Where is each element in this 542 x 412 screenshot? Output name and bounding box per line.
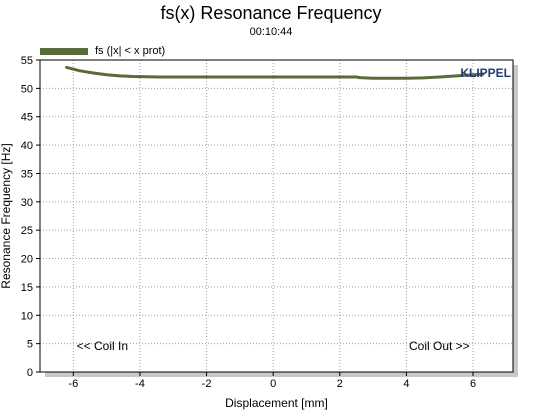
coil-out-label: Coil Out >>: [409, 339, 470, 353]
y-tick-label: 15: [21, 282, 33, 294]
y-tick-label: 40: [21, 140, 33, 152]
x-tick-label: 0: [270, 378, 276, 390]
x-tick-label: 4: [403, 378, 409, 390]
y-tick-label: 35: [21, 168, 33, 180]
chart-timestamp: 00:10:44: [249, 26, 293, 38]
x-tick-label: 6: [470, 378, 476, 390]
y-tick-label: 10: [21, 310, 33, 322]
y-axis-label: Resonance Frequency [Hz]: [0, 143, 13, 288]
legend-swatch: [40, 47, 88, 55]
y-tick-label: 30: [21, 197, 33, 209]
y-tick-label: 25: [21, 225, 33, 237]
x-axis-label: Displacement [mm]: [225, 396, 328, 410]
y-tick-label: 55: [21, 55, 33, 67]
legend-label: fs (|x| < x prot): [95, 45, 166, 57]
plot-shadow-bottom: [45, 372, 518, 377]
brand-label: KLIPPEL: [460, 66, 511, 80]
x-tick-label: -6: [68, 378, 78, 390]
plot-shadow-right: [513, 65, 518, 377]
chart-title: fs(x) Resonance Frequency: [160, 3, 382, 23]
x-tick-label: -2: [202, 378, 212, 390]
x-tick-label: 2: [337, 378, 343, 390]
y-tick-label: 5: [27, 339, 33, 351]
legend: fs (|x| < x prot): [40, 44, 165, 58]
y-tick-label: 45: [21, 112, 33, 124]
plot-area: [40, 60, 513, 372]
y-tick-label: 50: [21, 83, 33, 95]
coil-in-label: << Coil In: [77, 339, 128, 353]
y-tick-label: 20: [21, 254, 33, 266]
x-tick-label: -4: [135, 378, 145, 390]
y-tick-label: 0: [27, 367, 33, 379]
plot-frame: [39, 59, 514, 373]
series-line-0: [65, 65, 485, 80]
